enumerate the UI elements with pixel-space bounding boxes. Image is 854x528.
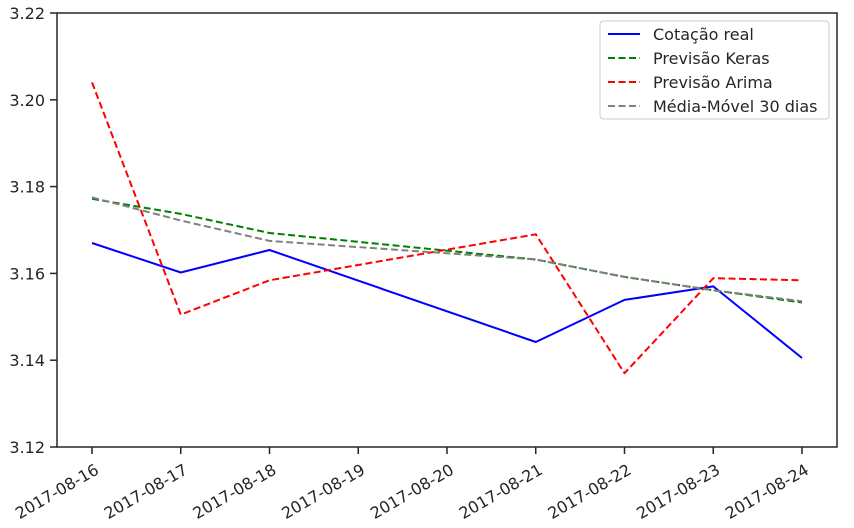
- y-axis: 3.12 3.14 3.16 3.18 3.20 3.22: [9, 4, 57, 457]
- x-tick-label: 2017-08-17: [101, 460, 191, 523]
- x-tick-label: 2017-08-19: [278, 460, 368, 523]
- legend-label: Média-Móvel 30 dias: [653, 97, 817, 116]
- x-tick-label: 2017-08-21: [456, 460, 546, 523]
- series-line-1: [91, 242, 803, 359]
- legend-label: Previsão Keras: [653, 49, 770, 68]
- x-tick-label: 2017-08-20: [367, 460, 457, 523]
- series-line-3: [91, 82, 803, 375]
- series-layer: [91, 82, 803, 375]
- y-tick-label: 3.22: [9, 4, 45, 23]
- x-axis: 2017-08-162017-08-172017-08-182017-08-19…: [12, 447, 812, 523]
- series-line-2: [91, 197, 803, 304]
- legend: Cotação real Previsão Keras Previsão Arima…: [599, 20, 830, 120]
- y-tick-label: 3.16: [9, 264, 45, 283]
- y-tick-label: 3.14: [9, 351, 45, 370]
- y-tick-label: 3.12: [9, 438, 45, 457]
- x-tick-label: 2017-08-18: [189, 460, 279, 523]
- x-tick-label: 2017-08-16: [12, 460, 102, 523]
- y-tick-label: 3.20: [9, 91, 45, 110]
- legend-label: Cotação real: [653, 25, 754, 44]
- legend-box: [599, 20, 830, 120]
- x-tick-label: 2017-08-22: [544, 460, 634, 523]
- series-line-4: [91, 196, 803, 303]
- x-tick-label: 2017-08-24: [722, 460, 812, 523]
- y-tick-label: 3.18: [9, 178, 45, 197]
- x-tick-label: 2017-08-23: [633, 460, 723, 523]
- legend-label: Previsão Arima: [653, 73, 773, 92]
